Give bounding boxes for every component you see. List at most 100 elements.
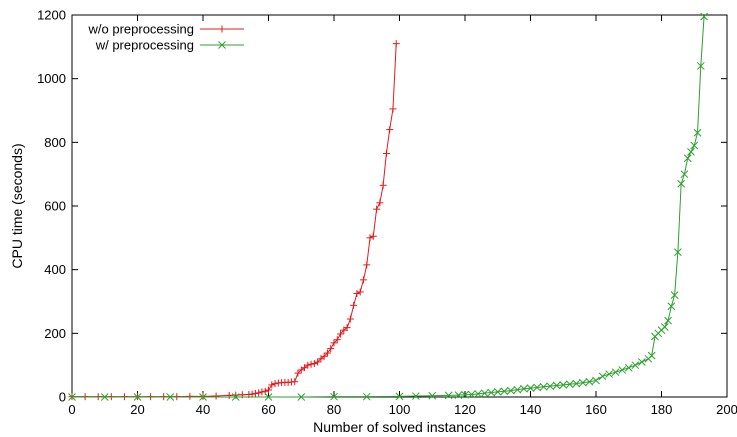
x-tick-label: 140 bbox=[520, 402, 542, 417]
data-point bbox=[186, 392, 194, 400]
plot-frame bbox=[71, 14, 728, 398]
data-point bbox=[231, 393, 240, 401]
x-tick-label: 120 bbox=[454, 402, 476, 417]
data-point bbox=[68, 393, 76, 401]
data-point bbox=[346, 315, 354, 323]
data-point bbox=[366, 234, 374, 242]
data-point bbox=[265, 386, 272, 394]
data-point bbox=[350, 301, 358, 309]
data-point bbox=[637, 358, 646, 366]
data-point bbox=[304, 361, 312, 369]
data-point bbox=[330, 392, 338, 401]
data-point bbox=[218, 41, 226, 49]
series-1 bbox=[68, 12, 708, 401]
series-line bbox=[72, 16, 705, 398]
x-tick-label: 20 bbox=[130, 402, 144, 417]
data-point bbox=[369, 232, 377, 240]
data-point bbox=[333, 336, 341, 344]
data-point bbox=[294, 369, 302, 377]
data-point bbox=[565, 380, 574, 389]
data-point bbox=[412, 392, 420, 400]
x-axis-title: Number of solved instances bbox=[313, 419, 486, 435]
data-point bbox=[605, 370, 613, 378]
y-tick-label: 600 bbox=[44, 199, 66, 214]
axis-tick-labels: 0 20 40 60 80 100 120 140 160 180 200 0 200 400 600 800… bbox=[37, 8, 737, 418]
data-point bbox=[133, 393, 142, 401]
y-tick-label: 400 bbox=[44, 262, 66, 277]
data-point bbox=[251, 389, 259, 397]
legend-label: w/ preprocessing bbox=[95, 38, 194, 53]
x-tick-label: 60 bbox=[261, 402, 275, 417]
data-point bbox=[693, 128, 702, 137]
series-line bbox=[72, 43, 397, 398]
data-point bbox=[670, 291, 679, 299]
data-point bbox=[611, 368, 620, 377]
data-point bbox=[533, 383, 541, 392]
data-point bbox=[664, 316, 672, 325]
data-point bbox=[592, 376, 600, 385]
data-point bbox=[199, 393, 207, 401]
data-point bbox=[687, 148, 695, 156]
data-point bbox=[264, 393, 273, 401]
data-point bbox=[392, 40, 400, 48]
data-point bbox=[546, 382, 555, 391]
data-point bbox=[585, 377, 594, 386]
data-point bbox=[255, 389, 263, 397]
data-point bbox=[323, 349, 331, 357]
data-point bbox=[690, 141, 699, 150]
data-point bbox=[677, 179, 686, 188]
y-axis-title: CPU time (seconds) bbox=[9, 143, 25, 268]
data-point bbox=[667, 302, 676, 311]
data-point bbox=[683, 154, 692, 163]
y-tick-label: 800 bbox=[44, 135, 66, 150]
x-tick-label: 160 bbox=[585, 402, 607, 417]
data-point bbox=[359, 276, 367, 284]
data-point bbox=[218, 25, 226, 33]
data-point bbox=[314, 358, 322, 366]
data-point bbox=[376, 199, 384, 207]
data-point bbox=[674, 248, 682, 257]
axis-ticks bbox=[71, 14, 728, 398]
data-point bbox=[353, 290, 361, 298]
data-point bbox=[572, 379, 581, 388]
data-point bbox=[618, 366, 627, 374]
data-point bbox=[461, 390, 469, 399]
y-tick-label: 1000 bbox=[37, 71, 66, 86]
data-point bbox=[382, 149, 390, 157]
data-point bbox=[552, 381, 561, 390]
data-point bbox=[444, 391, 453, 400]
y-tick-label: 1200 bbox=[37, 8, 66, 23]
data-point bbox=[297, 393, 306, 401]
data-point bbox=[428, 391, 437, 400]
data-point bbox=[100, 393, 109, 401]
y-tick-label: 200 bbox=[44, 326, 66, 341]
data-point bbox=[680, 170, 689, 179]
data-point bbox=[343, 324, 351, 332]
data-point bbox=[356, 288, 364, 296]
data-point bbox=[395, 392, 404, 401]
data-point bbox=[258, 388, 266, 396]
data-point bbox=[559, 381, 568, 389]
data-point bbox=[500, 387, 509, 396]
data-point bbox=[579, 378, 587, 387]
x-tick-label: 0 bbox=[68, 402, 75, 417]
data-point bbox=[624, 363, 633, 372]
data-point bbox=[513, 385, 522, 394]
data-point bbox=[493, 388, 502, 396]
series-layer bbox=[68, 12, 708, 401]
data-point bbox=[291, 378, 299, 386]
data-point bbox=[598, 372, 607, 381]
data-point bbox=[700, 12, 708, 21]
series-0 bbox=[68, 40, 400, 401]
data-point bbox=[248, 390, 256, 398]
data-point bbox=[520, 384, 528, 393]
data-point bbox=[271, 380, 279, 388]
data-point bbox=[310, 360, 318, 368]
data-point bbox=[467, 390, 476, 399]
data-point bbox=[474, 389, 482, 398]
data-point bbox=[696, 62, 705, 70]
y-tick-label: 0 bbox=[59, 390, 66, 405]
data-point bbox=[362, 392, 371, 401]
data-point bbox=[660, 323, 669, 331]
